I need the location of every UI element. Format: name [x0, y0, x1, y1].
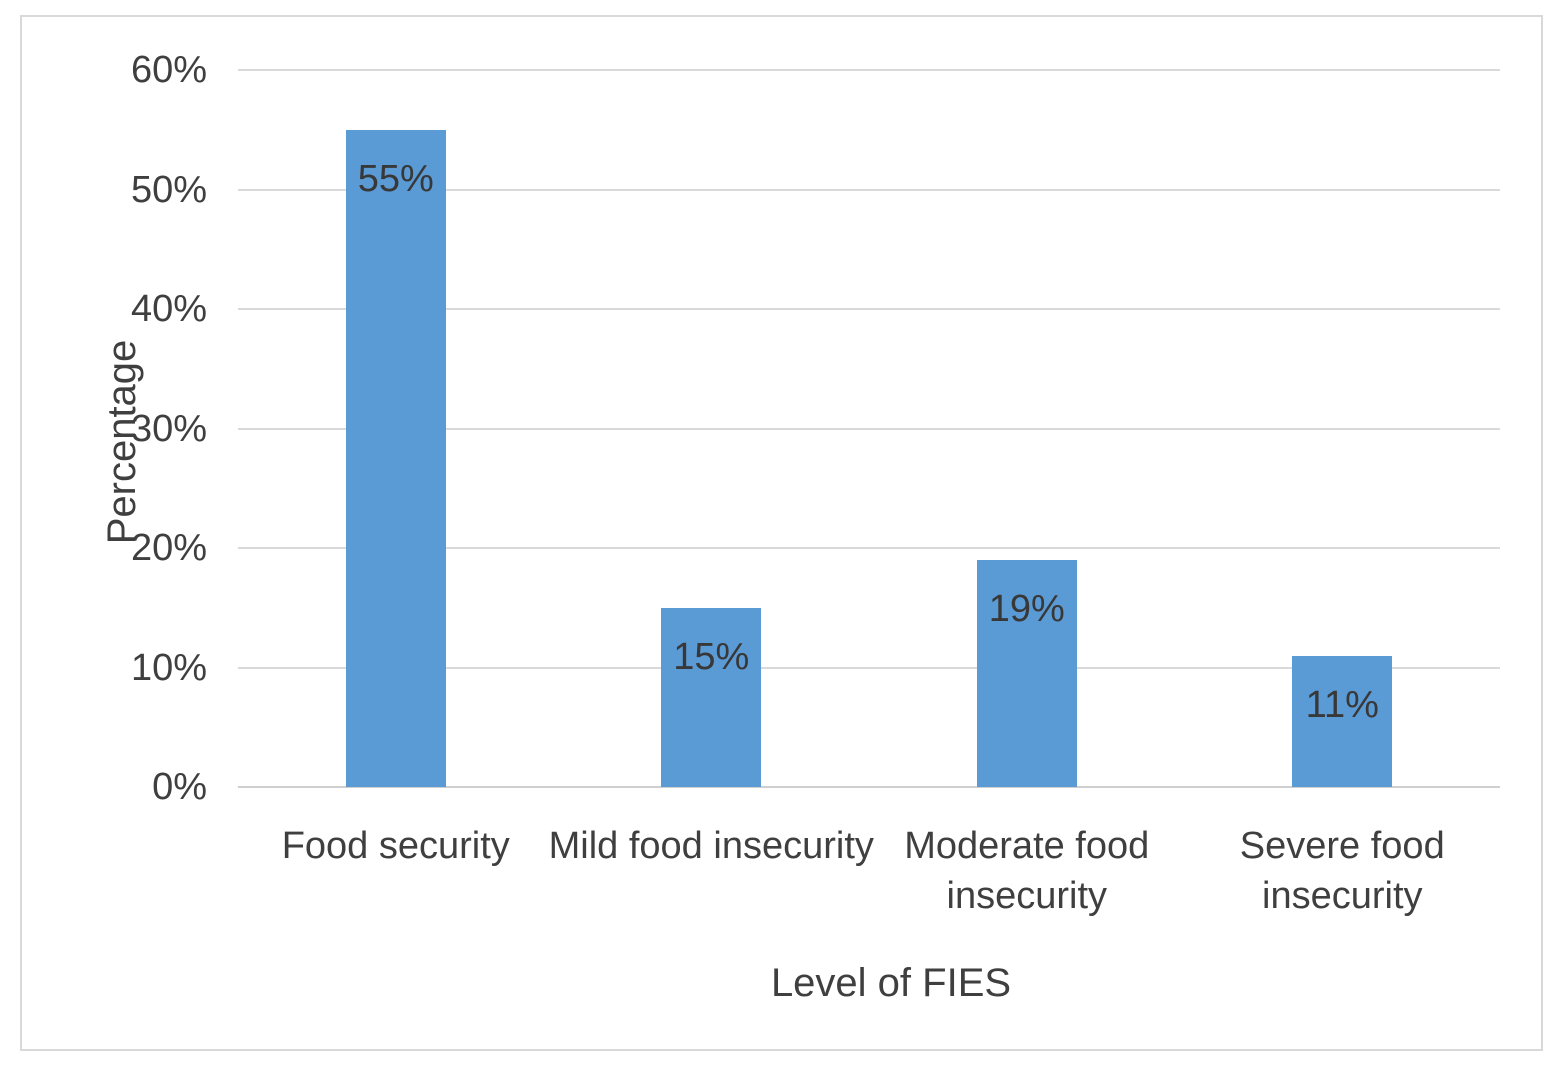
- bar[interactable]: 15%: [661, 607, 762, 787]
- gridline: [238, 666, 1500, 669]
- y-tick-label: 50%: [130, 168, 207, 211]
- x-category-label: Moderate food insecurity: [904, 825, 1150, 917]
- bar-data-label: 19%: [988, 587, 1065, 630]
- y-tick-label: 40%: [130, 288, 207, 330]
- bar[interactable]: 11%: [1292, 655, 1393, 787]
- y-tick-label: 10%: [130, 646, 207, 689]
- bar-data-label: 11%: [1305, 683, 1379, 726]
- x-axis-baseline: [238, 786, 1500, 788]
- gridline: [238, 308, 1500, 310]
- bar[interactable]: 19%: [976, 559, 1077, 787]
- x-category-label: Food security: [281, 825, 510, 867]
- gridline: [238, 547, 1500, 549]
- bar-data-label: 55%: [357, 157, 434, 200]
- x-category-label: Severe food insecurity: [1239, 825, 1445, 917]
- gridline: [238, 188, 1500, 191]
- x-axis-title: Level of FIES: [770, 961, 1012, 1005]
- bar-data-label: 15%: [673, 635, 750, 678]
- y-tick-label: 60%: [130, 49, 207, 91]
- x-category-label: Mild food insecurity: [548, 825, 874, 867]
- y-tick-label: 20%: [130, 527, 207, 569]
- gridline: [238, 69, 1500, 71]
- bar[interactable]: 55%: [345, 129, 446, 787]
- gridline: [238, 427, 1500, 430]
- y-tick-label: 30%: [130, 407, 207, 450]
- chart-frame: Percentage 0% 10% 20% 30% 40% 50% 60% 55% 15% 19…: [20, 15, 1543, 1051]
- y-tick-label: 0%: [152, 766, 207, 808]
